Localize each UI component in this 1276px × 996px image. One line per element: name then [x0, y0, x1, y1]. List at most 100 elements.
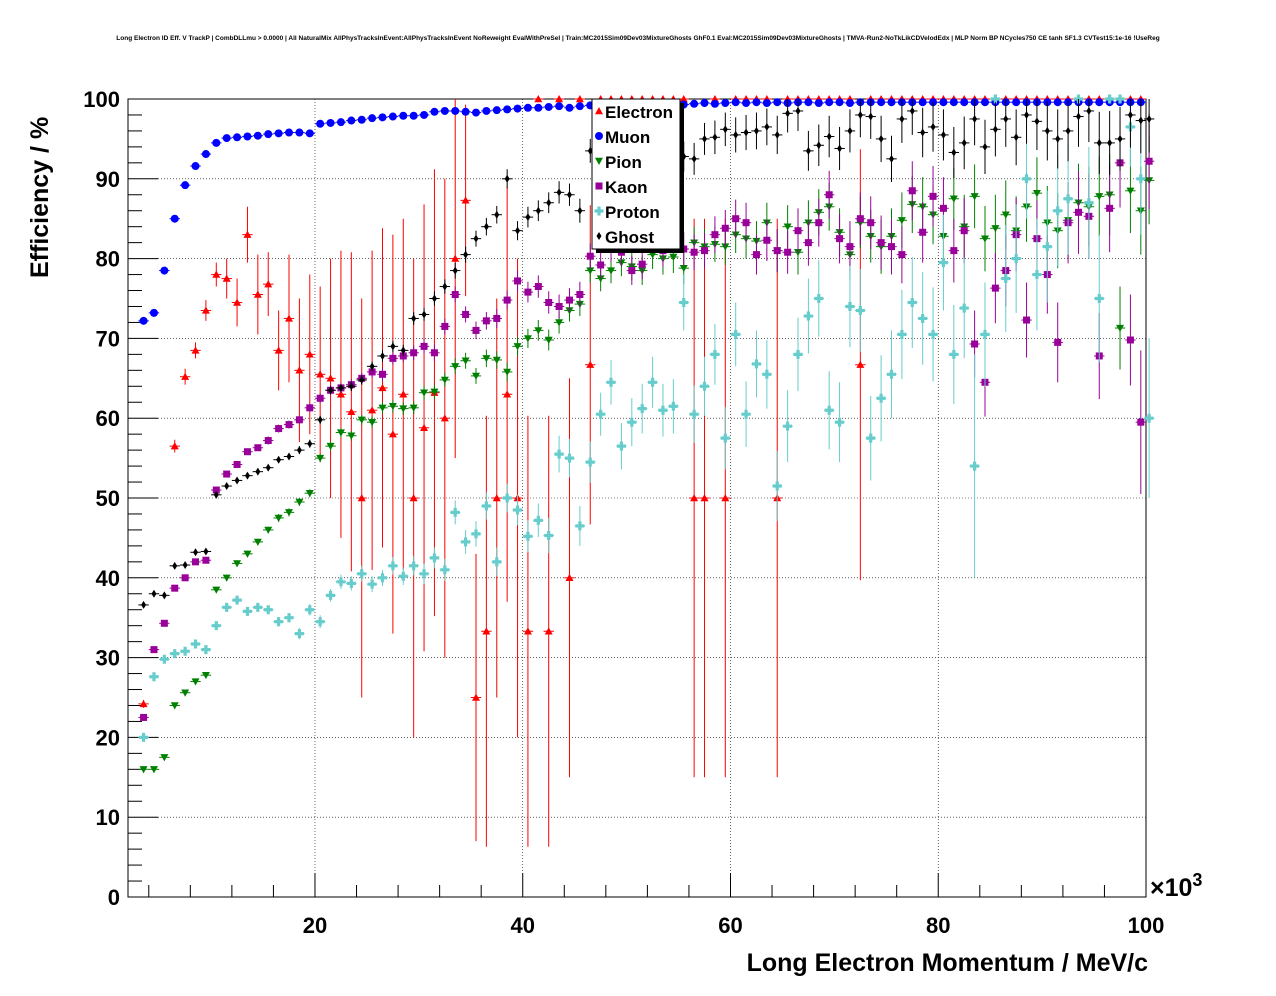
- proton-point: [606, 377, 616, 387]
- muon-point: [420, 110, 429, 119]
- electron-point: [264, 280, 273, 288]
- proton-point: [700, 381, 710, 391]
- muon-point: [326, 118, 335, 127]
- pion-point: [1032, 189, 1041, 198]
- electron-point: [388, 430, 397, 438]
- pion-point: [980, 235, 989, 243]
- x-tick-label: 100: [1128, 913, 1165, 938]
- muon-point: [482, 106, 491, 115]
- electron-point: [336, 390, 345, 398]
- muon-point: [513, 104, 522, 113]
- legend-marker-proton: [594, 206, 604, 216]
- ghost-point: [452, 266, 458, 275]
- proton-point: [367, 579, 377, 589]
- y-tick-label: 20: [96, 725, 120, 750]
- ghost-point: [785, 109, 791, 118]
- kaon-point: [856, 215, 864, 223]
- proton-point: [502, 493, 512, 503]
- muon-point: [814, 98, 823, 107]
- pion-point: [648, 251, 657, 259]
- legend-label-electron: Electron: [605, 103, 673, 122]
- proton-point: [149, 672, 159, 682]
- ghost-point: [753, 126, 759, 135]
- muon-point: [253, 131, 262, 140]
- ghost-point: [473, 234, 479, 243]
- proton-point: [876, 393, 886, 403]
- kaon-point: [815, 219, 823, 227]
- y-tick-label: 50: [96, 486, 120, 511]
- ghost-point: [764, 122, 770, 131]
- pion-point: [451, 363, 460, 371]
- kaon-point: [420, 342, 428, 350]
- kaon-point: [389, 354, 397, 362]
- electron-point: [856, 360, 865, 368]
- electron-point: [305, 350, 314, 358]
- electron-point: [575, 95, 584, 103]
- electron-point: [201, 306, 210, 314]
- ghost-point: [1065, 126, 1071, 135]
- x-multiplier: ×103: [1150, 870, 1202, 902]
- muon-point: [845, 98, 854, 107]
- kaon-point: [316, 394, 324, 402]
- electron-point: [378, 383, 387, 392]
- proton-point: [585, 457, 595, 467]
- proton-point: [668, 401, 678, 411]
- kaon-point: [379, 370, 386, 378]
- x-tick-label: 40: [510, 913, 534, 938]
- proton-point: [949, 349, 959, 359]
- kaon-point: [441, 322, 449, 330]
- ghost-point: [307, 439, 313, 448]
- kaon-point: [295, 416, 303, 424]
- kaon-point: [212, 486, 220, 494]
- y-tick-label: 10: [96, 805, 120, 830]
- y-tick-label: 30: [96, 646, 120, 671]
- kaon-point: [742, 219, 750, 227]
- pion-point: [1095, 193, 1104, 201]
- electron-point: [233, 298, 242, 306]
- muon-point: [378, 113, 387, 122]
- electron-point: [347, 407, 356, 416]
- muon-point: [212, 138, 221, 147]
- pion-point: [596, 275, 605, 283]
- pion-point: [399, 405, 408, 413]
- kaon-point: [690, 248, 698, 256]
- electron-point: [181, 372, 190, 380]
- ghost-point: [972, 114, 978, 123]
- kaon-point: [306, 404, 314, 412]
- kaon-point: [150, 646, 158, 654]
- electron-point: [139, 699, 148, 708]
- kaon-point: [939, 204, 947, 212]
- legend-marker-pion: [595, 157, 603, 165]
- proton-point: [139, 732, 149, 742]
- kaon-point: [1145, 157, 1153, 165]
- pion-point: [420, 389, 429, 397]
- y-axis-title: Efficiency / %: [26, 117, 54, 278]
- pion-point: [347, 432, 356, 440]
- kaon-point: [1106, 204, 1114, 212]
- series-muon: [138, 98, 1146, 325]
- electron-point: [243, 230, 252, 238]
- legend-box: [591, 98, 681, 250]
- pion-point: [149, 766, 158, 774]
- ghost-point: [1055, 134, 1061, 143]
- proton-point: [315, 617, 325, 627]
- kaon-point: [472, 326, 480, 334]
- muon-point: [357, 115, 366, 124]
- kaon-point: [867, 219, 875, 227]
- muon-point: [388, 112, 397, 121]
- muon-point: [430, 107, 439, 116]
- axis-ticks: [128, 98, 1147, 898]
- proton-point: [1011, 254, 1021, 264]
- muon-point: [191, 162, 200, 171]
- proton-point: [305, 605, 315, 615]
- ghost-point: [1127, 110, 1133, 119]
- pion-point: [388, 403, 397, 411]
- muon-point: [762, 98, 771, 107]
- pion-point: [191, 678, 200, 686]
- ghost-point: [961, 138, 967, 147]
- muon-point: [409, 111, 418, 120]
- electron-point: [523, 627, 532, 635]
- proton-point: [159, 654, 169, 664]
- proton-point: [866, 433, 876, 443]
- kaon-point: [711, 231, 719, 239]
